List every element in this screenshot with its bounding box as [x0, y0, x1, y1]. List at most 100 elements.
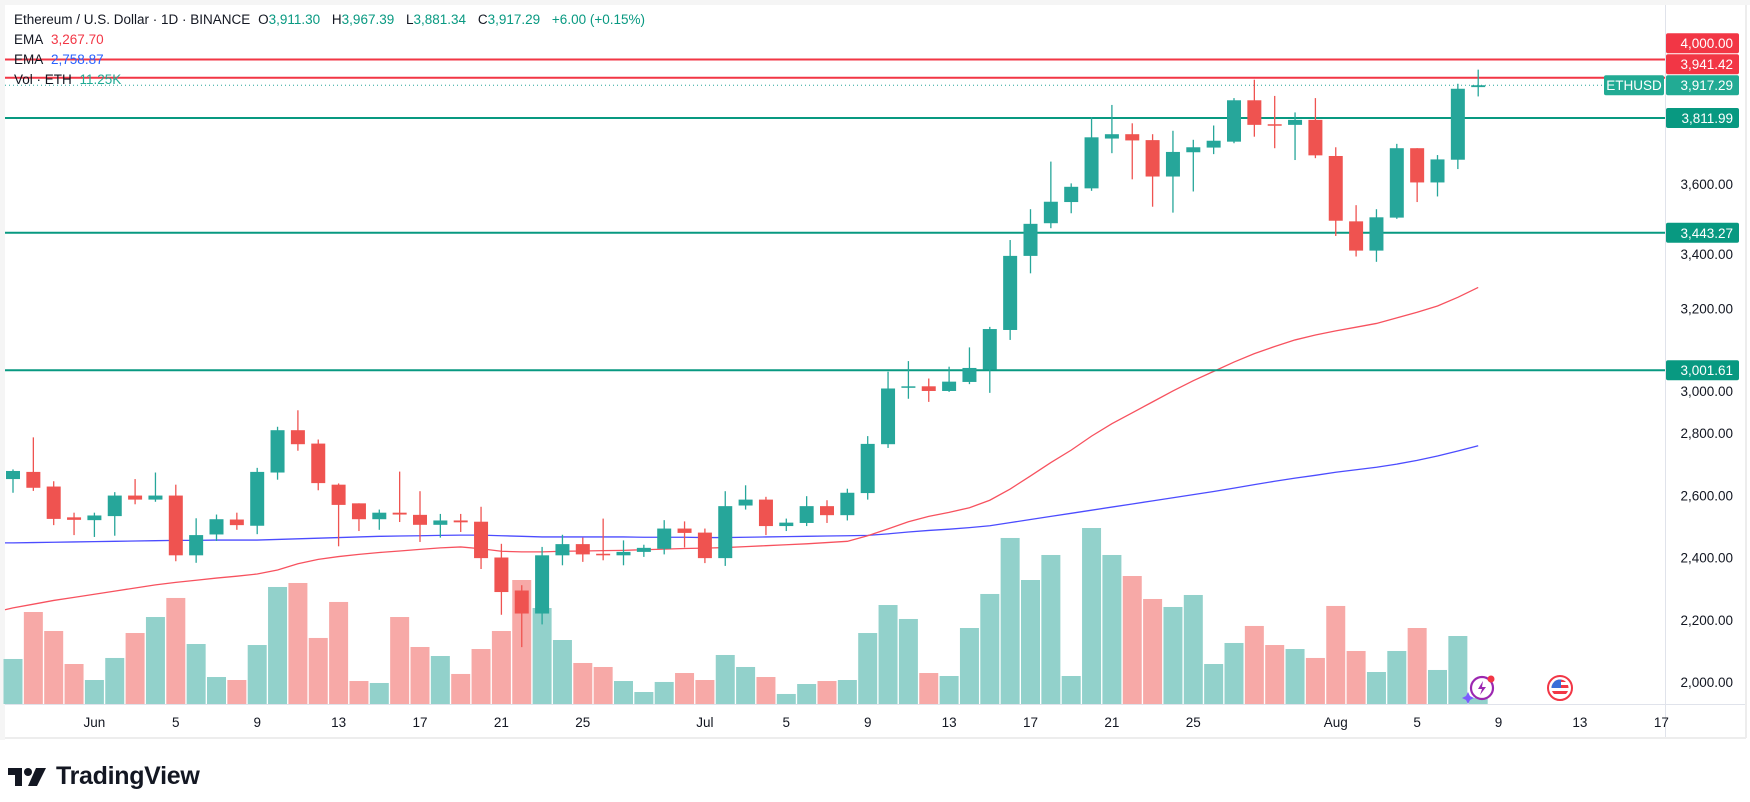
ai-lightning-icon[interactable] [1462, 675, 1495, 705]
candle-body [494, 557, 509, 593]
volume-bar [1204, 664, 1224, 704]
candle-body [962, 367, 977, 382]
tradingview-logo-icon [8, 767, 46, 786]
horizontal-levels[interactable] [5, 58, 1665, 372]
symbol-legend[interactable]: Ethereum / U.S. Dollar · 1D · BINANCE O3… [14, 12, 649, 27]
last-price-label: 3,917.29 [1680, 78, 1733, 93]
volume-bar [919, 673, 939, 704]
candle-body [413, 514, 427, 525]
date-tick-label: 17 [1654, 715, 1669, 730]
top-margin [0, 0, 1750, 5]
ema-fast-line [4, 286, 1479, 611]
candle [535, 546, 550, 625]
ohlc-high: H3,967.39 [332, 12, 398, 27]
symbol-tag-bg [1604, 75, 1664, 96]
candle [942, 366, 957, 392]
candle [1349, 205, 1364, 257]
volume-bar [1326, 605, 1346, 704]
candle [433, 513, 448, 538]
tradingview-logo-text: TradingView [56, 762, 200, 790]
volume-bar [3, 658, 23, 704]
volume-bar [1366, 672, 1386, 704]
candle [311, 439, 326, 491]
candle-body [209, 519, 224, 535]
volume-bar [84, 680, 104, 704]
candle [209, 514, 224, 542]
candle-body [1145, 140, 1160, 177]
support-price-label: 3,443.27 [1680, 226, 1733, 241]
candle [351, 503, 366, 532]
indicator-value: 11.25K [79, 72, 122, 87]
candle-body [270, 430, 285, 473]
candle-body [1410, 148, 1425, 183]
date-tick-label: 13 [1572, 715, 1587, 730]
date-tick-label: 17 [412, 715, 427, 730]
close-label: C [477, 12, 488, 27]
candle-body [67, 517, 82, 520]
candle-body [942, 381, 957, 391]
date-tick-label: 25 [1186, 715, 1201, 730]
candle [1247, 79, 1262, 137]
candle-body [6, 470, 20, 480]
price-axis[interactable]: 2,000.00 2,200.00 2,400.00 2,600.00 2,800.00… [1680, 177, 1733, 690]
candle [1430, 155, 1445, 197]
candle-body [1288, 119, 1303, 125]
candle-body [799, 506, 814, 523]
candle-body [575, 544, 590, 555]
date-tick-label: 21 [1104, 715, 1119, 730]
volume-bar [1000, 537, 1020, 704]
candle [962, 347, 977, 385]
volume-bar [1041, 554, 1061, 704]
volume-bar [654, 681, 674, 704]
candle [616, 540, 631, 566]
ema-fast-legend[interactable]: EMA 3,267.70 [14, 32, 108, 47]
candle-body [168, 495, 183, 556]
candle [1267, 95, 1282, 149]
volume-bar [451, 673, 471, 704]
volume-bar [1224, 642, 1244, 704]
open-label: O [258, 12, 269, 27]
candle [636, 544, 651, 557]
resistance-price-label: 3,941.42 [1680, 57, 1733, 72]
volume-bar [1407, 628, 1427, 704]
candle [1288, 112, 1303, 161]
candle-body [331, 484, 346, 505]
candle-body [1104, 134, 1119, 139]
volume-bar [268, 586, 288, 704]
date-tick-label: 5 [172, 715, 180, 730]
candle [1227, 98, 1241, 144]
symbol-title[interactable]: Ethereum / U.S. Dollar · 1D · BINANCE [14, 12, 251, 27]
candle-body [616, 551, 631, 556]
volume-bar [125, 633, 145, 704]
volume-bar [756, 677, 776, 704]
volume-bar [1102, 554, 1122, 704]
symbol-tag: ETHUSD [1606, 78, 1662, 93]
date-tick-label: 17 [1023, 715, 1038, 730]
candle [575, 537, 590, 562]
ema-slow-legend[interactable]: EMA 2,758.87 [14, 52, 108, 67]
candle [881, 371, 896, 448]
volume-bar [145, 617, 165, 704]
resistance-price-label-bg [1666, 54, 1739, 75]
resistance-price-label-bg [1666, 33, 1739, 54]
resistance-price-label: 4,000.00 [1680, 36, 1733, 51]
candle-body [229, 519, 244, 526]
volume-bar [390, 617, 410, 704]
candle [474, 506, 489, 570]
candle-body [1165, 151, 1180, 177]
time-axis[interactable]: Jun 5 9 13 17 21 25 Jul 5 9 13 17 21 25 Aug 5 9 13 17 [84, 715, 1669, 730]
candle-body [758, 499, 773, 527]
candle-body [514, 590, 529, 614]
last-price-label-bg [1666, 75, 1739, 96]
us-flag-event-icon[interactable] [1547, 675, 1573, 701]
volume-bar [1346, 650, 1366, 704]
tradingview-logo[interactable]: TradingView [8, 762, 200, 791]
volume-bar [288, 582, 308, 704]
volume-bar [695, 680, 715, 704]
volume-bar [715, 654, 735, 704]
indicator-value: 3,267.70 [51, 32, 104, 47]
candle-body [290, 430, 305, 445]
volume-bar [959, 628, 979, 704]
volume-legend[interactable]: Vol · ETH 11.25K [14, 72, 125, 87]
